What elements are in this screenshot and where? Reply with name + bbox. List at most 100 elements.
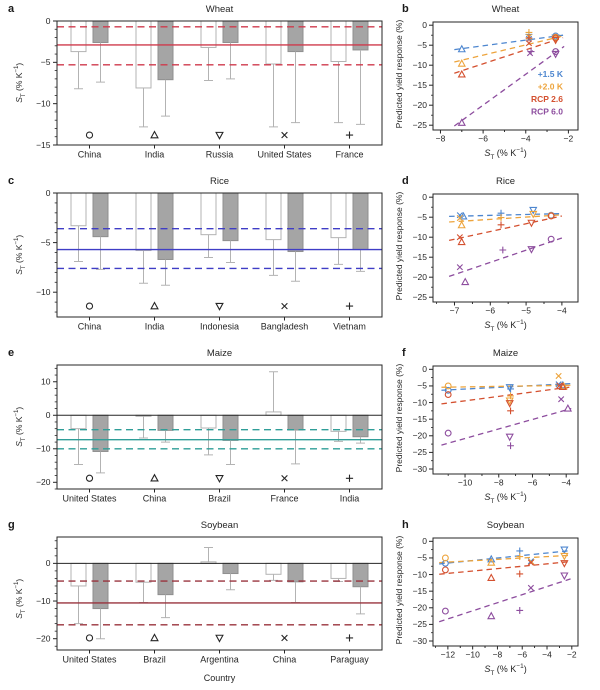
open-bar: [70, 20, 87, 53]
trend-line-+2.0 K: [441, 384, 572, 388]
category-label: China: [143, 494, 167, 504]
error-whisker: [226, 440, 235, 466]
panel-g: g Soybean ST (% K−1) 0 −10 −20 United State…: [0, 516, 390, 688]
triangle-down-marker: [505, 400, 514, 408]
gray-bar: [157, 20, 174, 81]
gray-bar: [352, 414, 369, 438]
tick-label: 0: [46, 188, 51, 198]
gray-bar: [92, 192, 109, 238]
triangle-down-marker: [215, 302, 224, 311]
tick-label: −10: [413, 397, 428, 407]
tick-label: −25: [413, 292, 428, 302]
panel-f: f Maize Predicted yield response (%) −10…: [390, 344, 600, 516]
panel-title: Wheat: [205, 4, 234, 15]
plot-area: −7 −6 −5 −4 0 −5 −10 −15 −20 −25: [413, 192, 579, 316]
plus-marker: [499, 246, 507, 254]
tick-label: −2: [567, 650, 577, 660]
tick-label: −30: [413, 464, 428, 474]
x-marker: [456, 264, 463, 271]
category-label: Vietnam: [333, 322, 366, 332]
category-label: United States: [257, 150, 312, 160]
plus-marker: [345, 131, 354, 139]
triangle-down-marker: [527, 246, 536, 254]
error-whisker: [204, 234, 213, 258]
tick-label: −10: [465, 650, 480, 660]
plot-area: 0 −5 −10 China India Indonesia Bangladesh Vietn…: [36, 188, 383, 332]
error-whisker: [204, 428, 213, 456]
category-label: France: [270, 494, 298, 504]
panel-title: Rice: [209, 176, 229, 187]
panel-title: Rice: [495, 176, 515, 187]
x-marker: [558, 396, 565, 403]
triangle-up-marker: [487, 558, 496, 566]
legend-item-RCP 2.6: RCP 2.6: [531, 94, 563, 104]
tick-label: 0: [46, 558, 51, 568]
error-whisker: [74, 51, 83, 90]
plus-marker: [497, 214, 505, 221]
tick-label: 0: [422, 364, 427, 374]
legend-item-+2.0 K: +2.0 K: [538, 82, 564, 92]
plus-marker: [345, 474, 354, 482]
panel-letter: c: [8, 175, 15, 187]
category-label: India: [340, 494, 360, 504]
tick-label: −8: [493, 650, 503, 660]
plus-marker: [507, 392, 514, 400]
scatter-chart-maize: −10 −8 −6 −4 0 −5 −10 −15 −20 −25 −30: [413, 364, 579, 488]
tick-label: −6: [485, 306, 495, 316]
tick-label: −5: [417, 553, 427, 563]
gray-bar: [352, 192, 369, 251]
error-whisker: [204, 47, 213, 82]
gray-bar: [287, 192, 304, 253]
panel-title: Soybean: [200, 520, 239, 531]
panel-e: e Maize ST (% K−1) 10 0 −10 −20 United State…: [0, 344, 390, 516]
triangle-up-marker: [563, 403, 573, 412]
error-whisker: [226, 240, 235, 263]
open-bar: [70, 192, 87, 227]
circle-marker: [441, 607, 449, 615]
open-bar: [200, 414, 217, 429]
trend-line-+2.0 K: [454, 35, 564, 63]
error-whisker: [291, 581, 300, 604]
tick-label: −4: [521, 134, 531, 144]
circle-marker: [444, 391, 452, 399]
error-whisker: [334, 237, 343, 265]
triangle-up-marker: [457, 44, 466, 53]
gray-bar: [92, 414, 109, 452]
circle-marker: [444, 382, 452, 390]
gray-bar: [287, 20, 304, 53]
axes-frame: [432, 365, 579, 475]
trend-line-+2.0 K: [439, 554, 571, 564]
open-bar: [265, 562, 282, 575]
panel-title: Soybean: [486, 520, 525, 531]
tick-label: −5: [521, 306, 531, 316]
plot-area: 0 −10 −20 United States Brazil Argentina China…: [36, 536, 383, 665]
error-whisker: [269, 239, 278, 276]
error-whisker: [139, 250, 148, 284]
tick-label: −20: [413, 272, 428, 282]
x-axis-label: ST (% K−1): [484, 663, 527, 677]
triangle-down-marker: [560, 552, 569, 561]
plot-area: −10 −8 −6 −4 0 −5 −10 −15 −20 −25 −30: [413, 364, 579, 488]
tick-label: −15: [413, 252, 428, 262]
tick-label: −15: [36, 140, 51, 150]
triangle-up-marker: [457, 220, 466, 229]
tick-label: −25: [413, 447, 428, 457]
open-bar: [70, 414, 87, 430]
tick-label: −10: [413, 60, 428, 70]
tick-label: −10: [36, 287, 51, 297]
tick-label: −25: [413, 619, 428, 629]
bar-chart-wheat: 0 −5 −10 −15 China India Russia United States Fr…: [36, 16, 383, 160]
x-axis-label: ST (% K−1): [484, 491, 527, 505]
x-axis-label-country: Country: [203, 673, 236, 683]
error-whisker: [96, 608, 105, 640]
x-marker: [525, 40, 533, 47]
circle-marker: [441, 554, 449, 562]
gray-bar: [222, 414, 239, 441]
plus-marker: [507, 407, 514, 415]
plus-marker: [345, 634, 354, 642]
category-label: China: [273, 655, 297, 665]
category-label: India: [145, 322, 165, 332]
category-label: Argentina: [200, 655, 239, 665]
trend-line-+1.5 K: [441, 382, 572, 391]
